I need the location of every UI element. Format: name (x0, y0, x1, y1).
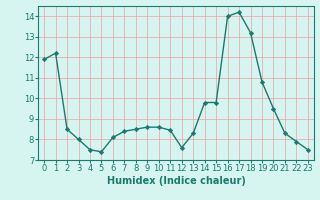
X-axis label: Humidex (Indice chaleur): Humidex (Indice chaleur) (107, 176, 245, 186)
